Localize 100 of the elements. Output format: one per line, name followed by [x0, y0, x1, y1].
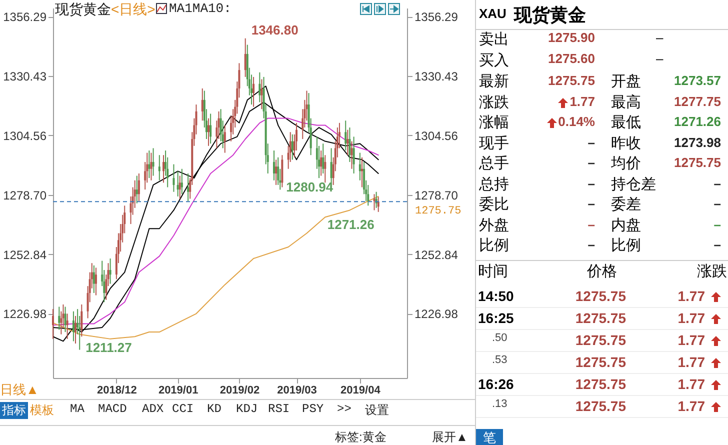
- text: 1.77: [678, 398, 705, 414]
- text: –: [714, 216, 721, 232]
- text: PSY: [302, 402, 324, 416]
- text: 卖出: [479, 30, 509, 49]
- text: 日线▲: [0, 381, 39, 399]
- candlestick: [180, 168, 183, 195]
- y-tick-label: 1330.43: [3, 69, 47, 84]
- text: 1275.75: [548, 73, 595, 88]
- text: –: [588, 196, 595, 211]
- text: –: [656, 30, 664, 45]
- text: 1.77: [678, 376, 705, 392]
- y-tick-label: 1356.29: [3, 10, 47, 24]
- y2-tick-label: 1252.84: [414, 248, 458, 262]
- candlestick: [272, 150, 275, 181]
- candlestick: [162, 154, 164, 184]
- text: .53: [492, 354, 508, 366]
- text: ADX: [142, 402, 164, 416]
- text: 均价: [611, 154, 641, 173]
- text: 1.77: [678, 288, 705, 304]
- candlestick: [373, 194, 376, 211]
- chart-subtitle: <日线>: [111, 1, 156, 17]
- candlestick: [187, 172, 190, 202]
- text: 最低: [611, 113, 641, 132]
- text: 1273.98: [674, 134, 721, 150]
- text: 内盘: [611, 216, 641, 234]
- candlestick: [352, 136, 355, 174]
- text: 昨收: [611, 134, 641, 152]
- text: 1275.75: [674, 155, 721, 170]
- text: 比例: [479, 236, 509, 255]
- text: 买入: [479, 51, 509, 70]
- candlestick: [176, 170, 179, 197]
- text: KDJ: [236, 402, 258, 416]
- text: 1.77: [570, 94, 595, 108]
- text: 标签:黄金: [335, 429, 386, 445]
- text: 模板: [30, 402, 54, 419]
- candlestick: [224, 124, 226, 154]
- y-tick-label: 1304.56: [3, 128, 47, 143]
- x-tick-label: 2018/12: [97, 384, 137, 396]
- text: 1275.60: [548, 51, 595, 66]
- text: –: [588, 216, 595, 232]
- candlestick: [74, 315, 77, 344]
- text: –: [588, 176, 595, 190]
- candlestick: [80, 304, 83, 338]
- candlestick: [210, 113, 212, 144]
- text: 持仓差: [611, 174, 656, 194]
- text: 1273.57: [674, 73, 721, 88]
- text: 1275.75: [575, 354, 626, 370]
- y-tick-label: 1252.84: [3, 248, 47, 262]
- line-series: [52, 196, 379, 340]
- candlestick: [109, 258, 112, 284]
- candlestick: [244, 38, 246, 78]
- text: 1275.90: [548, 30, 595, 45]
- text: –: [714, 237, 721, 252]
- text: –: [714, 196, 721, 211]
- text: –: [588, 134, 595, 150]
- candlestick: [277, 156, 280, 186]
- y2-tick-label: 1356.29: [414, 10, 458, 24]
- candlestick: [275, 159, 278, 186]
- text: 指标: [0, 402, 28, 419]
- text: 1275.75: [575, 288, 626, 304]
- text: .50: [492, 332, 508, 344]
- text: 价格: [587, 262, 617, 280]
- text: XAU: [479, 6, 506, 21]
- candlestick: [350, 140, 353, 170]
- text: –: [588, 237, 595, 252]
- y-tick-label: 1226.98: [3, 307, 47, 322]
- candlestick: [344, 120, 347, 151]
- annotation: MA1MA10:: [169, 1, 232, 16]
- ref-line-label: 1275.75: [415, 206, 462, 218]
- text: 委差: [611, 195, 641, 214]
- text: 涨跌: [697, 262, 727, 280]
- y2-tick-label: 1226.98: [414, 307, 458, 322]
- candlestick: [150, 152, 152, 181]
- text: 1277.75: [674, 94, 721, 108]
- text: 1271.26: [674, 114, 721, 129]
- candlestick: [148, 150, 150, 179]
- y2-tick-label: 1304.56: [414, 128, 458, 143]
- x-tick-label: 2019/02: [220, 384, 260, 396]
- candlestick: [208, 118, 210, 146]
- candlestick: [66, 313, 68, 340]
- text: 1275.75: [575, 376, 626, 392]
- candlestick: [172, 164, 175, 192]
- candlestick: [201, 88, 204, 122]
- candlestick: [64, 306, 66, 333]
- candlestick: [367, 184, 370, 206]
- candlestick: [152, 148, 154, 176]
- text: 1275.75: [575, 310, 626, 326]
- text: 1275.75: [575, 332, 626, 348]
- text: >>: [337, 402, 352, 416]
- candlestick: [138, 172, 140, 202]
- candlestick: [136, 175, 138, 204]
- text: 展开▲: [432, 429, 468, 445]
- text: 最新: [479, 72, 509, 91]
- candlestick: [52, 308, 54, 340]
- candlestick: [281, 154, 284, 188]
- text: 1.77: [678, 310, 705, 326]
- candlestick: [320, 150, 322, 176]
- y-tick-label: 1278.70: [3, 188, 47, 202]
- candlestick: [377, 196, 380, 212]
- text: 16:25: [478, 310, 514, 326]
